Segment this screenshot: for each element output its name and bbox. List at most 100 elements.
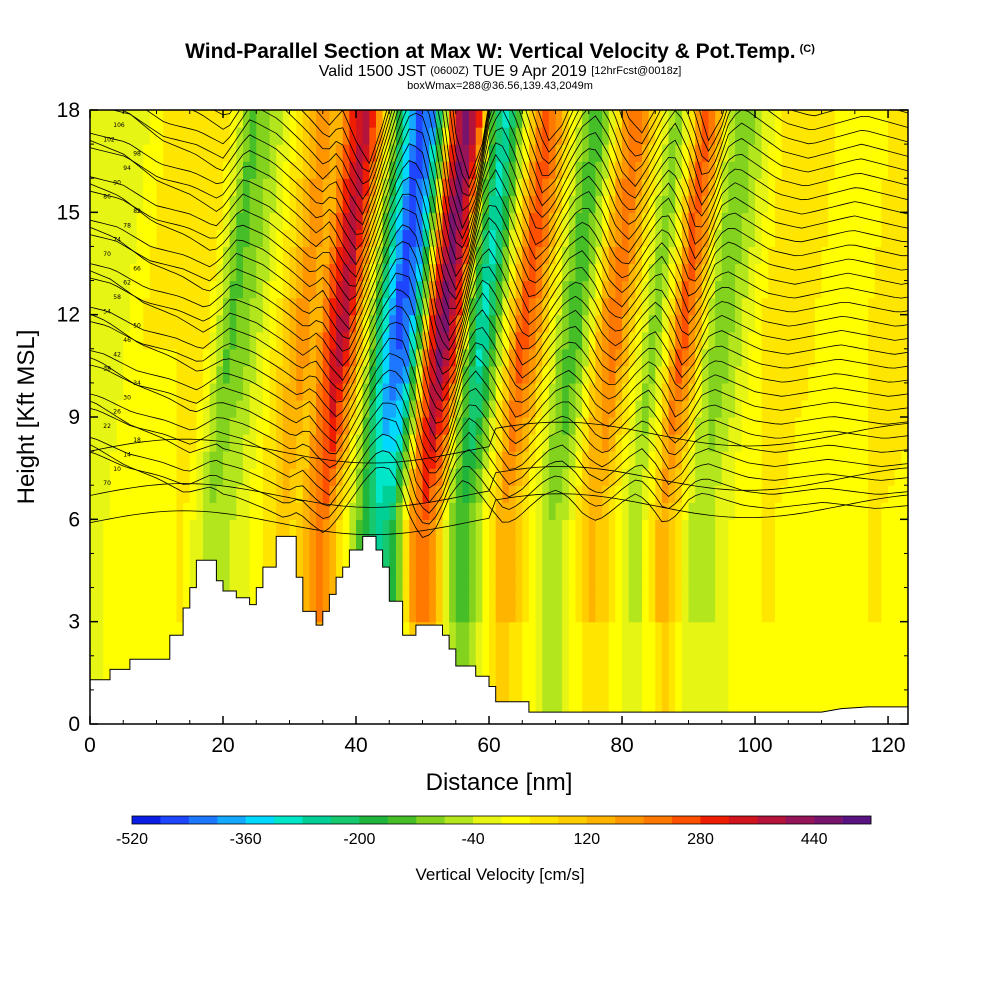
field-cell (356, 229, 364, 248)
field-cell (735, 485, 743, 503)
field-cell (123, 365, 131, 384)
field-cell (808, 553, 816, 572)
field-cell (575, 212, 583, 230)
field-cell (888, 195, 896, 213)
field-cell (741, 672, 749, 691)
field-cell (90, 502, 98, 520)
field-cell (708, 570, 716, 589)
field-cell (489, 348, 497, 367)
field-cell (296, 399, 304, 418)
field-cell (495, 468, 503, 486)
field-cell (828, 485, 836, 503)
field-cell (508, 621, 517, 640)
field-cell (489, 519, 497, 537)
field-cell (90, 365, 98, 384)
field-cell (741, 297, 749, 316)
field-cell (242, 280, 251, 299)
field-cell (349, 280, 357, 299)
isentrope-line (111, 110, 908, 230)
field-cell (169, 604, 178, 623)
field-cell (129, 161, 138, 179)
field-cell (475, 519, 483, 537)
field-cell (489, 468, 497, 486)
field-cell (362, 382, 370, 401)
field-cell (296, 178, 304, 196)
field-cell (695, 621, 703, 640)
field-cell (223, 536, 231, 555)
field-cell (708, 212, 716, 230)
field-cell (469, 110, 477, 128)
field-cell (721, 127, 730, 145)
field-cell (622, 263, 630, 282)
field-cell (276, 246, 284, 265)
field-cell (814, 161, 823, 179)
field-cell (409, 536, 417, 555)
field-cell (728, 399, 736, 418)
field-cell (808, 127, 816, 145)
field-cell (648, 655, 656, 674)
field-cell (336, 502, 344, 520)
field-cell (136, 212, 144, 230)
field-cell (435, 297, 444, 316)
field-cell (422, 127, 430, 145)
field-cell (143, 144, 151, 162)
field-cell (236, 587, 244, 606)
field-cell (469, 604, 477, 623)
field-cell (641, 434, 650, 452)
field-cell (495, 263, 503, 282)
field-cell (735, 638, 743, 657)
field-cell (535, 110, 543, 128)
field-cell (382, 434, 390, 452)
field-cell (834, 587, 843, 606)
field-cell (189, 229, 198, 248)
field-cell (223, 297, 231, 316)
field-cell (136, 604, 144, 623)
field-cell (409, 229, 417, 248)
isentrope-line (145, 110, 908, 212)
field-cell (129, 144, 138, 162)
contour-label: 26 (113, 409, 121, 416)
field-cell (482, 144, 490, 162)
field-cell (828, 314, 836, 333)
field-cell (203, 417, 211, 435)
field-cell (794, 110, 803, 128)
isentrope-line (90, 357, 908, 463)
field-cell (668, 604, 676, 623)
field-cell (834, 434, 843, 452)
field-cell (309, 263, 317, 282)
field-cell (395, 570, 404, 589)
field-cell (129, 502, 138, 520)
field-cell (415, 280, 424, 299)
field-cell (721, 604, 730, 623)
field-cell (741, 553, 749, 572)
field-cell (808, 468, 816, 486)
field-cell (289, 331, 297, 350)
field-cell (582, 178, 590, 196)
field-cell (841, 689, 849, 708)
field-cell (189, 485, 198, 503)
field-cell (555, 434, 563, 452)
field-cell (868, 348, 876, 367)
field-cell (668, 280, 676, 299)
field-cell (801, 536, 809, 555)
field-cell (196, 144, 204, 162)
field-cell (615, 434, 623, 452)
field-cell (774, 672, 783, 691)
field-cell (395, 280, 404, 299)
field-cell (888, 417, 896, 435)
field-cell (728, 519, 736, 537)
field-cell (415, 297, 424, 316)
field-cell (508, 399, 517, 418)
field-cell (262, 417, 271, 435)
field-cell (442, 280, 450, 299)
field-cell (176, 587, 184, 606)
field-cell (302, 399, 311, 418)
field-cell (794, 570, 803, 589)
field-cell (256, 297, 264, 316)
field-cell (575, 604, 583, 623)
field-cell (894, 348, 902, 367)
field-cell (475, 348, 483, 367)
field-cell (229, 297, 237, 316)
field-cell (821, 110, 829, 128)
field-cell (688, 655, 696, 674)
